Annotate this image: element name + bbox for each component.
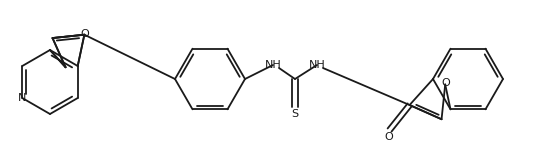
Text: NH: NH xyxy=(265,60,282,70)
Text: O: O xyxy=(442,78,450,88)
Text: N: N xyxy=(18,93,26,103)
Text: O: O xyxy=(384,132,393,142)
Text: S: S xyxy=(292,109,299,119)
Text: O: O xyxy=(80,29,89,39)
Text: NH: NH xyxy=(309,60,326,70)
